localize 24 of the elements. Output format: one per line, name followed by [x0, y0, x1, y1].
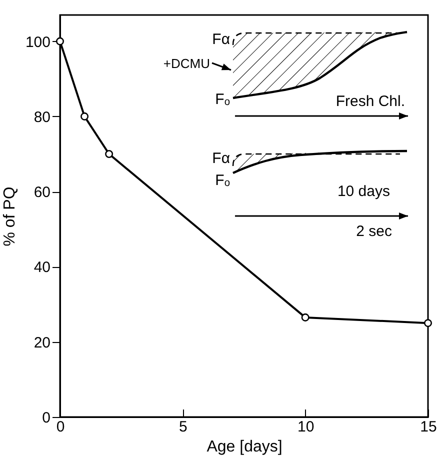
point: [105, 150, 114, 158]
point: [301, 313, 310, 322]
x-tick-label: 5: [178, 418, 188, 436]
annotation: Fα: [212, 31, 230, 48]
x-tick-label: 15: [420, 418, 437, 436]
annotation: 2 sec: [356, 223, 392, 240]
y-axis-title: % of PQ: [1, 186, 18, 246]
y-tick-label: 80: [34, 108, 50, 126]
y-tick-label: 100: [25, 34, 50, 51]
point: [80, 112, 89, 120]
y-tick-label: 40: [34, 259, 50, 276]
annotation: Fₒ: [215, 91, 230, 108]
point: [56, 37, 64, 46]
y-tick-label: 20: [34, 334, 50, 352]
x-tick-label: 10: [297, 418, 314, 436]
annotation: +DCMU: [163, 56, 210, 71]
annotation: Fresh Chl.: [336, 93, 405, 110]
point: [424, 319, 432, 328]
y-tick-label: 60: [34, 184, 50, 202]
x-tick-label: 0: [56, 418, 65, 436]
annotation: 10 days: [337, 183, 390, 200]
x-axis-title: Age [days]: [206, 438, 282, 456]
annotation: Fₒ: [215, 172, 230, 189]
annotation: Fα: [212, 150, 230, 167]
